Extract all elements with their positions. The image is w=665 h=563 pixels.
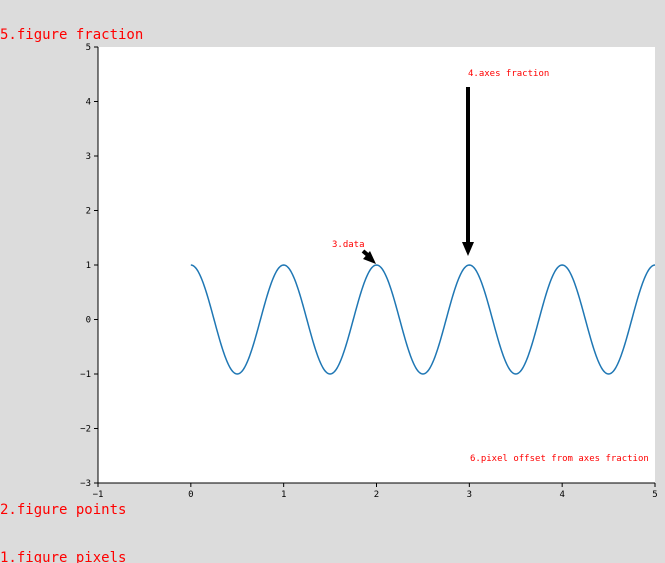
annotation-pixel-offset: 6.pixel offset from axes fraction — [470, 454, 649, 464]
y-axis-ticks: 5 4 3 2 1 0 −1 −2 −3 — [80, 43, 98, 489]
x-tick-label: 5 — [652, 490, 657, 500]
x-tick-label: 2 — [374, 490, 379, 500]
y-tick-label: −3 — [80, 479, 91, 489]
x-tick-label: 3 — [467, 490, 472, 500]
y-tick-label: 4 — [86, 98, 91, 108]
x-tick-label: −1 — [93, 490, 104, 500]
x-tick-label: 0 — [188, 490, 193, 500]
y-tick-label: 3 — [86, 152, 91, 162]
y-tick-label: 5 — [86, 43, 91, 53]
annotation-figure-fraction: 5.figure fraction — [0, 27, 143, 43]
x-tick-label: 4 — [559, 490, 564, 500]
y-tick-label: 0 — [86, 316, 91, 326]
annotation-figure-pixels: 1.figure pixels — [0, 550, 126, 563]
x-axis-ticks: −1 0 1 2 3 4 5 — [93, 483, 658, 500]
y-tick-label: −2 — [80, 425, 91, 435]
y-tick-label: 2 — [86, 207, 91, 217]
x-tick-label: 1 — [281, 490, 286, 500]
y-tick-label: 1 — [86, 261, 91, 271]
annotation-data: 3.data — [332, 240, 365, 250]
annotation-figure-points: 2.figure points — [0, 502, 126, 518]
axes-fraction-arrow-head — [462, 242, 474, 256]
data-arrow-head — [363, 251, 376, 264]
y-tick-label: −1 — [80, 370, 91, 380]
series-line — [190, 264, 656, 375]
annotation-axes-fraction: 4.axes fraction — [468, 69, 549, 79]
